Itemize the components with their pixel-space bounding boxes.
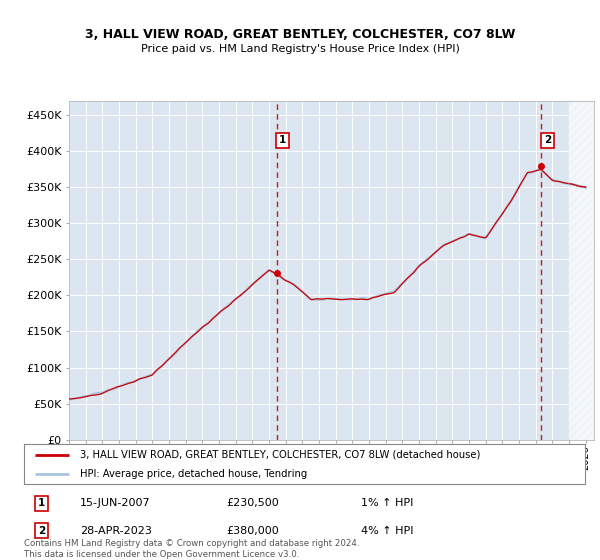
- Text: 3, HALL VIEW ROAD, GREAT BENTLEY, COLCHESTER, CO7 8LW (detached house): 3, HALL VIEW ROAD, GREAT BENTLEY, COLCHE…: [80, 450, 481, 460]
- Text: 3, HALL VIEW ROAD, GREAT BENTLEY, COLCHESTER, CO7 8LW: 3, HALL VIEW ROAD, GREAT BENTLEY, COLCHE…: [85, 27, 515, 41]
- Text: £380,000: £380,000: [226, 526, 279, 535]
- Text: Price paid vs. HM Land Registry's House Price Index (HPI): Price paid vs. HM Land Registry's House …: [140, 44, 460, 54]
- Text: HPI: Average price, detached house, Tendring: HPI: Average price, detached house, Tend…: [80, 469, 307, 478]
- Text: 15-JUN-2007: 15-JUN-2007: [80, 498, 151, 508]
- Text: Contains HM Land Registry data © Crown copyright and database right 2024.
This d: Contains HM Land Registry data © Crown c…: [24, 539, 359, 559]
- Bar: [569, 101, 594, 440]
- Text: 2: 2: [38, 526, 45, 535]
- Bar: [569, 101, 594, 440]
- Text: 1: 1: [38, 498, 45, 508]
- Text: 2: 2: [544, 136, 551, 146]
- Text: 1: 1: [279, 136, 286, 146]
- Text: 28-APR-2023: 28-APR-2023: [80, 526, 152, 535]
- Text: 4% ↑ HPI: 4% ↑ HPI: [361, 526, 413, 535]
- Text: £230,500: £230,500: [226, 498, 279, 508]
- Text: 1% ↑ HPI: 1% ↑ HPI: [361, 498, 413, 508]
